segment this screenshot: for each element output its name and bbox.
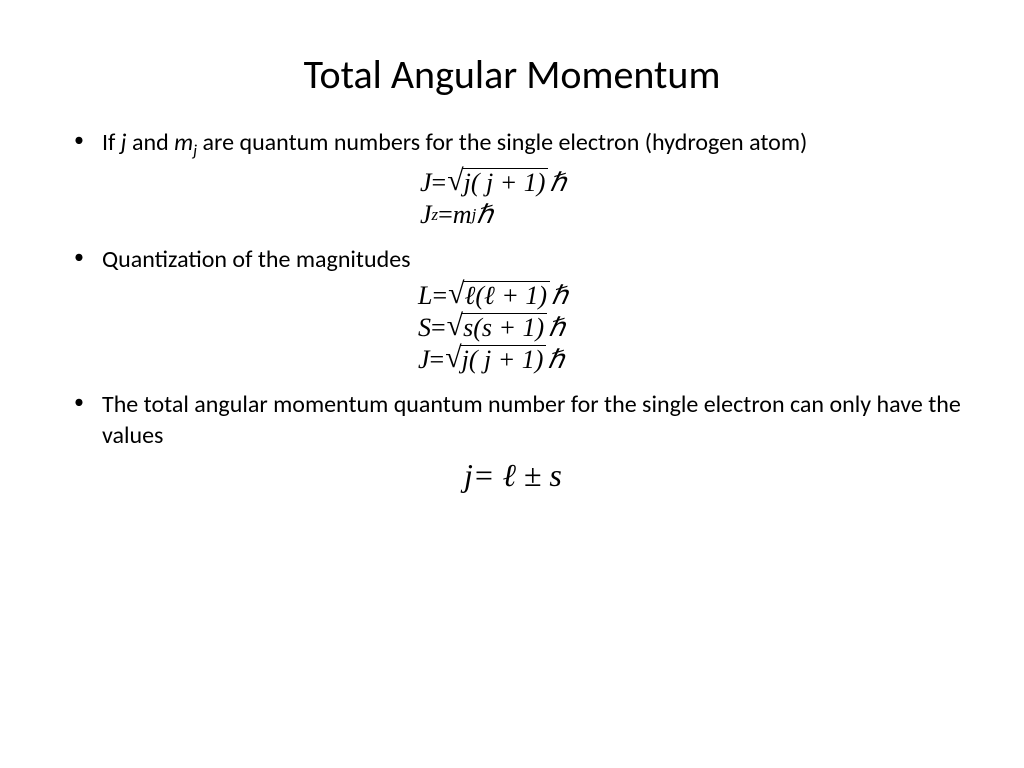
bullet-1: If j and mj are quantum numbers for the … xyxy=(60,127,964,162)
eq-sign: = xyxy=(432,168,447,198)
eq-sign: = xyxy=(431,313,446,343)
equation-block-2: L = √ ℓ(ℓ + 1) ℏ S = √ s(s + 1) ℏ J = √ … xyxy=(60,281,964,375)
bullet-list: If j and mj are quantum numbers for the … xyxy=(60,127,964,494)
equation-S: S = √ s(s + 1) ℏ xyxy=(418,313,964,343)
bullet-1-text-mid: and xyxy=(127,128,175,157)
eq-S-hbar: ℏ xyxy=(548,313,564,343)
eq-final-j: j xyxy=(464,457,473,494)
eq-L-sqrt-body: ℓ(ℓ + 1) xyxy=(463,281,551,311)
eq-L-hbar: ℏ xyxy=(551,281,567,311)
sqrt-icon: √ j( j + 1) xyxy=(445,345,546,375)
eq-Jz-hbar: ℏ xyxy=(476,200,492,230)
equation-J2: J = √ j( j + 1) ℏ xyxy=(418,345,964,375)
sqrt-icon: √ s(s + 1) xyxy=(447,313,548,343)
eq-sign: = xyxy=(438,200,453,230)
eq-J2-hbar: ℏ xyxy=(547,345,563,375)
sqrt-icon: √ j( j + 1) xyxy=(447,168,548,198)
bullet-2-text: Quantization of the magnitudes xyxy=(102,245,411,274)
equation-block-1: J = √ j( j + 1) ℏ Jz = mj ℏ xyxy=(60,168,964,230)
bullet-1-var-m: m xyxy=(174,128,193,157)
eq-final-rhs: = ℓ ± s xyxy=(473,457,562,494)
eq-J2-sqrt-body: j( j + 1) xyxy=(460,345,547,375)
equation-J: J = √ j( j + 1) ℏ xyxy=(420,168,964,198)
bullet-2: Quantization of the magnitudes xyxy=(60,244,964,275)
equation-block-3: j = ℓ ± s xyxy=(60,457,964,494)
bullet-1-text-post: are quantum numbers for the single elect… xyxy=(197,128,807,157)
bullet-3: The total angular momentum quantum numbe… xyxy=(60,389,964,451)
eq-sign: = xyxy=(432,281,447,311)
bullet-1-text-pre: If xyxy=(102,128,121,157)
equation-j-final: j = ℓ ± s xyxy=(464,457,964,494)
eq-sign: = xyxy=(430,345,445,375)
eq-Jz-sub: z xyxy=(432,205,439,225)
eq-J-sqrt-body: j( j + 1) xyxy=(462,168,549,198)
sqrt-icon: √ ℓ(ℓ + 1) xyxy=(448,281,550,311)
eq-Jz-m: m xyxy=(453,200,472,230)
slide-title: Total Angular Momentum xyxy=(60,50,964,99)
eq-J-lhs: J xyxy=(420,168,432,198)
equation-Jz: Jz = mj ℏ xyxy=(420,200,964,230)
eq-J-hbar: ℏ xyxy=(549,168,565,198)
bullet-3-text: The total angular momentum quantum numbe… xyxy=(102,390,961,450)
eq-J2-lhs: J xyxy=(418,345,430,375)
equation-L: L = √ ℓ(ℓ + 1) ℏ xyxy=(418,281,964,311)
eq-L-lhs: L xyxy=(418,281,432,311)
eq-Jz-lhs: J xyxy=(420,200,432,230)
eq-S-lhs: S xyxy=(418,313,431,343)
eq-S-sqrt-body: s(s + 1) xyxy=(461,313,547,343)
